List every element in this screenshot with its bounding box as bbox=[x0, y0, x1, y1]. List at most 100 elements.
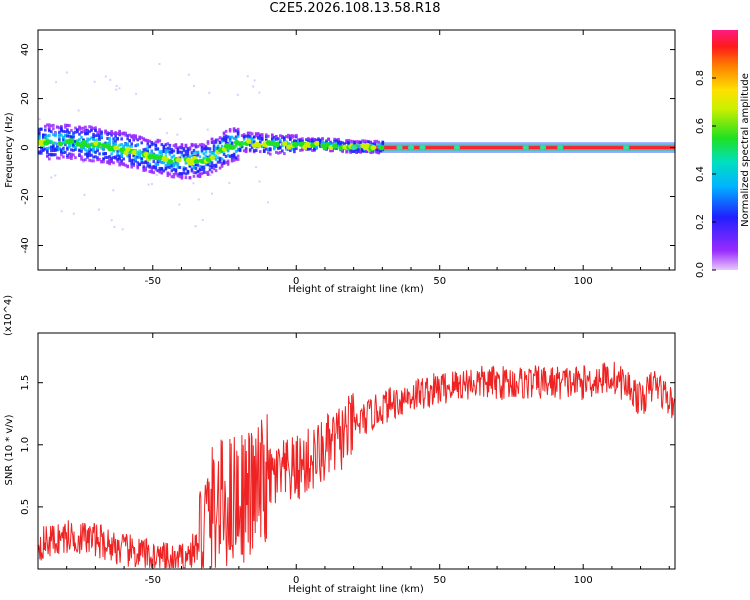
heatmap-outlier bbox=[77, 109, 80, 112]
heatmap-cell bbox=[154, 140, 158, 144]
heatmap-outlier bbox=[112, 189, 115, 192]
heatmap-cell bbox=[220, 139, 224, 143]
heatmap-cell bbox=[337, 137, 340, 141]
heatmap-cell bbox=[174, 172, 178, 176]
heatmap-cell bbox=[210, 161, 214, 165]
heatmap-cell bbox=[82, 138, 85, 142]
heatmap-cell bbox=[106, 131, 109, 135]
heatmap-cell bbox=[66, 128, 69, 132]
heatmap-cell bbox=[224, 160, 228, 164]
heatmap-cell bbox=[230, 135, 234, 139]
heatmap-cell bbox=[98, 152, 101, 156]
heatmap-cell bbox=[333, 139, 336, 143]
heatmap-cell bbox=[212, 163, 216, 167]
heatmap-peak bbox=[175, 157, 182, 163]
colorbar-label: Normalized spectral amplitude bbox=[740, 73, 750, 227]
heatmap-outlier bbox=[113, 225, 116, 228]
heatmap-cell bbox=[226, 161, 230, 165]
heatmap-cell bbox=[212, 151, 216, 155]
heatmap-cell bbox=[232, 158, 236, 162]
heatmap-cell bbox=[166, 171, 170, 175]
heatmap-cell bbox=[273, 147, 276, 151]
heatmap-cell bbox=[150, 140, 154, 144]
heatmap-cell bbox=[142, 168, 146, 172]
heatmap-cell bbox=[162, 145, 166, 149]
heatmap-cell bbox=[349, 148, 352, 152]
heatmap-cell bbox=[124, 163, 127, 167]
heatmap-cell bbox=[146, 164, 150, 168]
heatmap-cell bbox=[206, 141, 210, 145]
heatmap-cell bbox=[72, 143, 75, 147]
heatmap-cell bbox=[200, 172, 204, 176]
heatmap-peak bbox=[274, 141, 281, 147]
heatmap-cell bbox=[58, 126, 61, 130]
heatmap-cell bbox=[212, 148, 216, 152]
heatmap-outlier bbox=[209, 174, 212, 177]
heatmap-peak bbox=[539, 145, 547, 150]
heatmap-cell bbox=[154, 147, 158, 151]
heatmap-cell bbox=[361, 139, 364, 143]
heatmap-cell bbox=[192, 171, 196, 175]
heatmap-cell bbox=[264, 147, 268, 151]
colorbar-tick-label: 0.2 bbox=[695, 214, 706, 230]
heatmap-cell bbox=[192, 165, 196, 169]
heatmap-cell bbox=[353, 141, 356, 145]
heatmap-cell bbox=[92, 137, 95, 141]
heatmap-outlier bbox=[121, 228, 124, 231]
heatmap-cell bbox=[212, 144, 216, 148]
heatmap-outlier bbox=[178, 203, 181, 206]
heatmap-cell bbox=[293, 150, 296, 154]
heatmap-cell bbox=[178, 172, 182, 176]
heatmap-cell bbox=[48, 126, 51, 130]
heatmap-peak bbox=[370, 145, 377, 151]
heatmap-cell bbox=[46, 149, 49, 153]
heatmap-cell bbox=[210, 137, 214, 141]
heatmap-cell bbox=[46, 123, 49, 127]
heatmap-cell bbox=[266, 147, 270, 151]
heatmap-cell bbox=[355, 148, 358, 152]
heatmap-cell bbox=[254, 132, 258, 136]
heatmap-cell bbox=[230, 156, 234, 160]
heatmap-cell bbox=[60, 148, 63, 152]
heatmap-cell bbox=[166, 146, 170, 150]
heatmap-cell bbox=[198, 164, 202, 168]
heatmap-cell bbox=[64, 150, 67, 154]
heatmap-cell bbox=[242, 135, 246, 139]
heatmap-cell bbox=[250, 146, 254, 150]
heatmap-outlier bbox=[255, 166, 258, 169]
heatmap-cell bbox=[172, 175, 176, 179]
heatmap-cell bbox=[68, 131, 71, 135]
heatmap-cell bbox=[250, 136, 254, 140]
heatmap-outlier bbox=[159, 118, 162, 121]
heatmap-cell bbox=[198, 143, 202, 147]
heatmap-cell bbox=[220, 164, 224, 168]
heatmap-cell bbox=[138, 149, 142, 153]
heatmap-outlier bbox=[135, 92, 138, 95]
heatmap-cell bbox=[216, 144, 220, 148]
heatmap-cell bbox=[178, 150, 182, 154]
heatmap-cell bbox=[202, 165, 206, 169]
heatmap-cell bbox=[283, 136, 286, 140]
heatmap-outlier bbox=[155, 173, 158, 176]
heatmap-peak bbox=[193, 158, 200, 165]
heatmap-cell bbox=[275, 150, 278, 154]
heatmap-cell bbox=[136, 155, 140, 159]
heatmap-cell bbox=[142, 166, 146, 170]
heatmap-cell bbox=[270, 137, 274, 141]
heatmap-cell bbox=[287, 133, 290, 137]
heatmap-cell bbox=[210, 164, 214, 168]
heatmap-cell bbox=[112, 132, 115, 136]
heatmap-cell bbox=[148, 162, 152, 166]
heatmap-cell bbox=[184, 176, 188, 180]
heatmap-cell bbox=[118, 156, 121, 160]
figure-title: C2E5.2026.108.13.58.R18 bbox=[269, 1, 441, 16]
heatmap-cell bbox=[74, 156, 77, 160]
heatmap-cell bbox=[341, 141, 344, 145]
heatmap-cell bbox=[240, 134, 244, 138]
heatmap-cell bbox=[289, 134, 292, 138]
heatmap-cell bbox=[190, 153, 194, 157]
heatmap-peak bbox=[522, 145, 529, 150]
heatmap-outlier bbox=[38, 118, 41, 121]
heatmap-cell bbox=[172, 167, 176, 171]
